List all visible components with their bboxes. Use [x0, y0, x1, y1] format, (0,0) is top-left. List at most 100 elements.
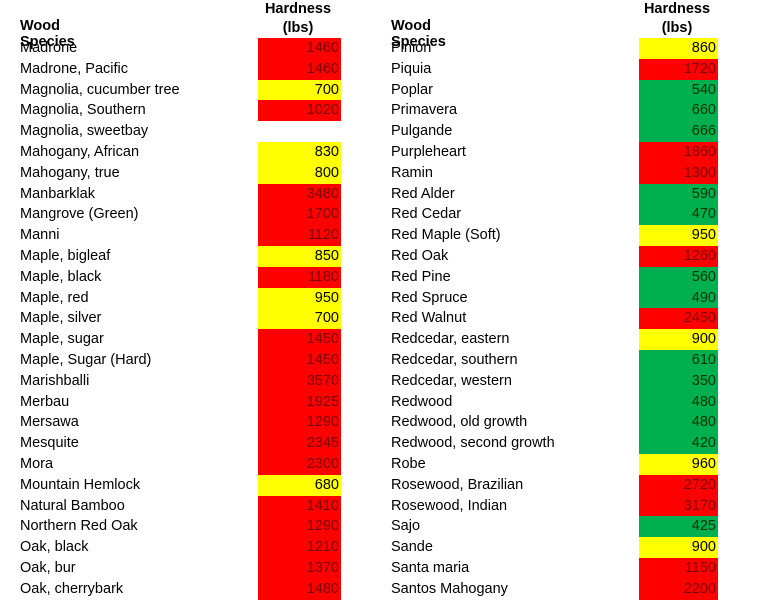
hardness-value-cell: 850 — [258, 245, 341, 267]
hardness-header-line1: Hardness — [264, 1, 332, 17]
hardness-value-cell: 680 — [258, 474, 341, 496]
hardness-value-cell: 2450 — [639, 308, 718, 330]
hardness-value-cell: 1150 — [639, 557, 718, 579]
wood-species-cell: Pinion — [391, 40, 432, 56]
hardness-value-cell: 3170 — [639, 495, 718, 517]
hardness-value-cell: 3480 — [258, 183, 341, 205]
hardness-value-cell: 1180 — [258, 266, 341, 288]
hardness-value-cell: 2300 — [258, 453, 341, 475]
hardness-value-cell: 1290 — [258, 516, 341, 538]
wood-species-cell: Maple, bigleaf — [20, 247, 111, 264]
wood-species-cell: Mersawa — [20, 414, 79, 431]
hardness-value-cell: 700 — [258, 308, 341, 330]
hardness-header-line1: Hardness — [643, 1, 711, 17]
hardness-value-cell: 350 — [639, 370, 718, 392]
hardness-value-cell: 610 — [639, 349, 718, 371]
wood-species-cell: Red Pine — [391, 268, 451, 285]
hardness-value-cell: 2345 — [258, 433, 341, 454]
wood-species-cell: Manni — [20, 227, 60, 244]
hardness-value-cell: 1460 — [258, 58, 341, 80]
wood-species-cell: Natural Bamboo — [20, 497, 125, 514]
hardness-value-cell: 1720 — [639, 58, 718, 80]
wood-species-cell: Mahogany, African — [20, 143, 140, 160]
hardness-value-cell: 666 — [639, 121, 718, 142]
wood-species-cell: Sajo — [391, 518, 421, 535]
hardness-value-cell — [258, 121, 341, 142]
wood-species-cell: Mahogany, true — [20, 164, 120, 181]
wood-species-cell: Rosewood, Brazilian — [391, 476, 524, 493]
hardness-value-cell: 950 — [639, 225, 718, 246]
hardness-value-cell: 800 — [258, 162, 341, 184]
wood-species-cell: Rosewood, Indian — [391, 497, 508, 514]
hardness-value-cell: 1260 — [639, 245, 718, 267]
hardness-value-cell: 470 — [639, 204, 718, 226]
wood-species-cell: Santa maria — [391, 559, 470, 576]
hardness-value-cell: 3570 — [258, 370, 341, 392]
hardness-value-cell: 900 — [639, 537, 718, 558]
wood-species-cell: Red Walnut — [391, 310, 467, 327]
wood-species-cell: Maple, sugar — [20, 331, 104, 348]
hardness-value-cell: 590 — [639, 183, 718, 205]
hardness-value-cell: 2200 — [639, 578, 718, 600]
hardness-value-cell: 2720 — [639, 474, 718, 496]
wood-species-cell: Redcedar, southern — [391, 351, 518, 368]
hardness-value-cell: 1210 — [258, 537, 341, 558]
hardness-value-cell: 480 — [639, 412, 718, 434]
wood-species-cell: Mangrove (Green) — [20, 206, 139, 223]
hardness-value-cell: 700 — [258, 79, 341, 101]
wood-species-cell: Redcedar, western — [391, 372, 512, 389]
wood-species-cell: Mora — [20, 455, 54, 472]
wood-species-cell: Maple, black — [20, 268, 102, 285]
hardness-value-cell: 1460 — [258, 38, 341, 59]
hardness-value-cell: 1300 — [639, 162, 718, 184]
wood-species-cell: Oak, cherrybark — [20, 580, 124, 597]
hardness-value-cell: 860 — [639, 38, 718, 59]
hardness-value-cell: 1020 — [258, 100, 341, 122]
wood-species-cell: Red Maple (Soft) — [391, 227, 501, 244]
hardness-value-cell: 1450 — [258, 329, 341, 350]
hardness-value-cell: 540 — [639, 79, 718, 101]
wood-species-cell: Piquia — [391, 60, 432, 77]
hardness-value-cell: 900 — [639, 329, 718, 350]
hardness-value-cell: 420 — [639, 433, 718, 454]
wood-species-cell: Red Oak — [391, 247, 449, 264]
hardness-value-cell: 1290 — [258, 412, 341, 434]
wood-species-cell: Red Spruce — [391, 289, 468, 306]
wood-species-cell: Madrone, Pacific — [20, 60, 128, 77]
hardness-value-cell: 490 — [639, 287, 718, 309]
wood-species-cell: Mountain Hemlock — [20, 476, 141, 493]
hardness-column-header: Hardness (lbs) — [635, 0, 719, 38]
hardness-header-line2: (lbs) — [661, 20, 693, 36]
wood-species-cell: Mesquite — [20, 435, 79, 452]
wood-species-cell: Northern Red Oak — [20, 518, 138, 535]
wood-species-cell: Pulgande — [391, 123, 453, 140]
wood-species-cell: Magnolia, cucumber tree — [20, 81, 180, 98]
wood-species-cell: Santos Mahogany — [391, 580, 508, 597]
wood-species-cell: Madrone — [20, 40, 78, 56]
hardness-value-cell: 1370 — [258, 557, 341, 579]
hardness-column-header: Hardness (lbs) — [256, 0, 340, 38]
hardness-value-cell: 950 — [258, 287, 341, 309]
wood-species-cell: Oak, bur — [20, 559, 76, 576]
wood-species-cell: Merbau — [20, 393, 70, 410]
wood-species-cell: Sande — [391, 539, 433, 556]
hardness-value-cell: 960 — [639, 453, 718, 475]
wood-species-cell: Purpleheart — [391, 143, 466, 160]
hardness-value-cell: 1480 — [258, 578, 341, 600]
hardness-value-cell: 560 — [639, 266, 718, 288]
wood-species-cell: Poplar — [391, 81, 433, 98]
hardness-value-cell: 1450 — [258, 349, 341, 371]
wood-species-cell: Manbarklak — [20, 185, 95, 202]
hardness-value-cell: 425 — [639, 516, 718, 538]
wood-species-cell: Robe — [391, 455, 426, 472]
wood-species-cell: Red Alder — [391, 185, 455, 202]
wood-species-cell: Oak, black — [20, 539, 89, 556]
wood-species-cell: Redwood, old growth — [391, 414, 528, 431]
hardness-value-cell: 1700 — [258, 204, 341, 226]
hardness-value-cell: 1860 — [639, 141, 718, 163]
hardness-value-cell: 480 — [639, 391, 718, 413]
wood-species-cell: Magnolia, sweetbay — [20, 123, 149, 140]
species-column-header: Wood Species — [20, 18, 75, 50]
wood-species-cell: Redwood, second growth — [391, 435, 555, 452]
wood-species-cell: Maple, silver — [20, 310, 102, 327]
